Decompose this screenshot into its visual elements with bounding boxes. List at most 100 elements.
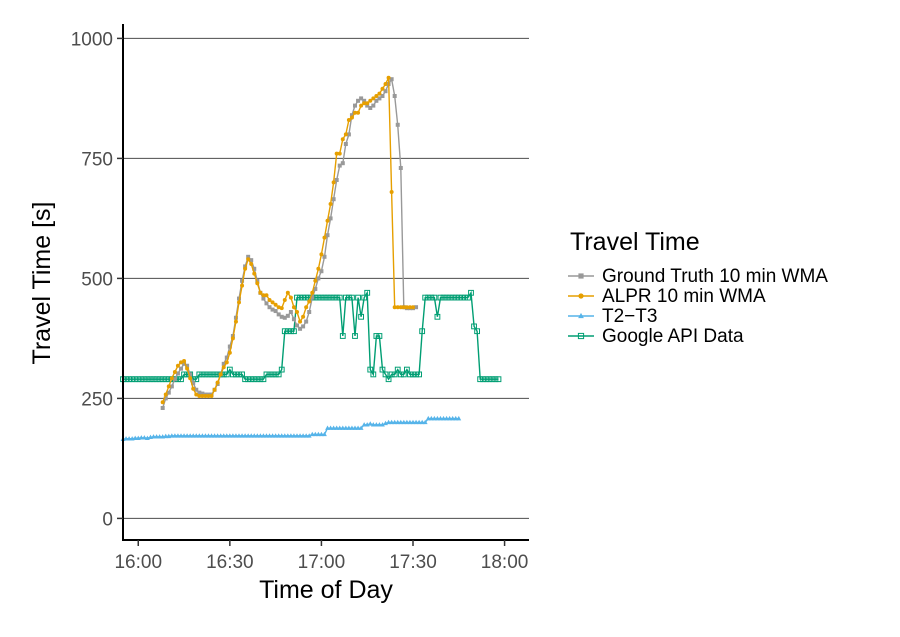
data-point	[318, 294, 325, 301]
data-point	[294, 294, 300, 301]
data-point	[419, 419, 425, 425]
data-point	[211, 371, 218, 378]
data-point	[249, 262, 254, 266]
series-0	[160, 77, 419, 410]
data-point	[221, 365, 226, 370]
data-point	[227, 350, 232, 355]
data-point	[331, 197, 336, 202]
data-point	[304, 305, 309, 310]
data-point	[325, 233, 330, 238]
data-point	[331, 425, 337, 430]
legend-item: Google API Data	[568, 326, 744, 347]
data-point	[356, 110, 361, 115]
data-point	[407, 419, 413, 425]
data-point	[352, 425, 358, 430]
data-point	[194, 387, 199, 392]
data-point	[221, 433, 227, 438]
data-point	[172, 377, 177, 382]
data-point	[257, 376, 264, 383]
data-point	[352, 333, 358, 339]
data-point	[321, 294, 328, 301]
data-point	[159, 376, 166, 383]
data-point	[425, 415, 431, 421]
data-point	[495, 376, 502, 383]
x-tick-label: 16:00	[114, 552, 162, 573]
data-point	[144, 376, 151, 383]
data-point	[477, 376, 484, 383]
data-point	[212, 387, 217, 392]
data-point	[229, 371, 236, 378]
data-point	[255, 278, 260, 283]
data-point	[337, 163, 342, 168]
data-point	[254, 376, 261, 383]
x-tick-label: 17:00	[298, 552, 346, 573]
data-point	[123, 436, 129, 441]
data-point	[431, 415, 437, 421]
data-point	[239, 371, 245, 378]
data-point	[169, 433, 175, 438]
data-point	[310, 295, 315, 300]
data-point	[324, 294, 331, 301]
data-point	[132, 435, 138, 440]
data-point	[288, 295, 293, 300]
data-point	[288, 310, 293, 314]
data-point	[434, 313, 441, 320]
data-point	[291, 317, 296, 322]
data-point	[431, 294, 438, 301]
data-point	[193, 433, 199, 438]
data-point	[404, 305, 409, 310]
data-point	[368, 98, 373, 103]
data-point	[413, 371, 419, 378]
data-point	[179, 366, 183, 371]
data-point	[243, 266, 248, 271]
grid-lines	[123, 37, 529, 519]
data-point	[447, 415, 453, 421]
data-point	[288, 433, 294, 438]
data-point	[246, 257, 251, 262]
data-point	[157, 434, 163, 439]
data-point	[267, 305, 272, 310]
data-point	[413, 419, 419, 425]
data-point	[261, 296, 266, 301]
data-point	[343, 142, 348, 146]
data-point	[182, 358, 187, 363]
data-point	[349, 115, 354, 120]
x-tick-label: 17:30	[389, 552, 437, 573]
data-point	[331, 180, 336, 185]
data-point	[169, 384, 174, 389]
data-point	[428, 294, 435, 301]
data-point	[169, 376, 174, 381]
data-point	[279, 314, 284, 319]
data-point	[254, 433, 260, 438]
data-point	[233, 371, 239, 378]
data-point	[398, 419, 404, 425]
data-point	[303, 433, 309, 438]
legend-item: Ground Truth 10 min WMA	[568, 266, 828, 287]
data-point	[190, 433, 196, 438]
data-point	[307, 299, 312, 304]
data-point	[374, 94, 379, 98]
data-point	[453, 415, 459, 421]
data-point	[316, 276, 321, 281]
data-point	[273, 309, 278, 314]
data-point	[388, 371, 395, 378]
data-point	[304, 319, 309, 324]
data-point	[156, 376, 163, 383]
data-point	[206, 394, 211, 398]
data-point	[373, 422, 379, 427]
data-point	[267, 298, 272, 302]
data-point	[162, 376, 169, 383]
data-point	[474, 328, 481, 335]
data-point	[291, 433, 297, 438]
data-point	[355, 425, 361, 430]
data-point	[410, 371, 416, 378]
data-point	[461, 294, 468, 301]
data-point	[279, 433, 285, 438]
data-point	[300, 294, 307, 301]
data-point	[163, 392, 168, 397]
data-point	[163, 433, 169, 439]
data-point	[270, 433, 275, 438]
data-point	[322, 235, 327, 240]
data-point	[319, 252, 324, 257]
data-point	[480, 376, 487, 383]
